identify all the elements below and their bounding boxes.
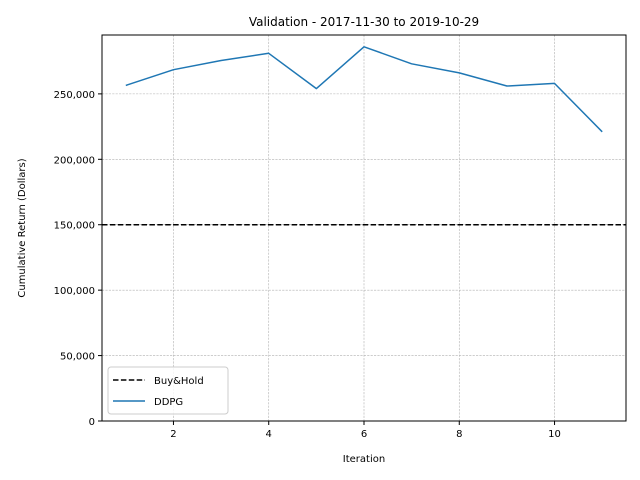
- y-tick-label: 50,000: [60, 352, 95, 363]
- chart-title: Validation - 2017-11-30 to 2019-10-29: [249, 15, 479, 29]
- y-tick-label: 0: [89, 417, 95, 428]
- x-tick-label: 8: [456, 429, 462, 440]
- y-tick-label: 200,000: [54, 155, 95, 166]
- x-tick-label: 6: [361, 429, 367, 440]
- y-tick-label: 100,000: [54, 286, 95, 297]
- x-tick-label: 4: [266, 429, 272, 440]
- y-axis-ticks: 0 50,000 100,000 150,000 200,000 250,000: [54, 90, 102, 428]
- y-tick-label: 250,000: [54, 90, 95, 101]
- legend-box: [107, 366, 229, 415]
- legend: Buy&Hold DDPG: [107, 366, 229, 415]
- x-tick-label: 10: [548, 429, 561, 440]
- x-tick-label: 2: [170, 429, 176, 440]
- y-axis-label: Cumulative Return (Dollars): [17, 158, 28, 297]
- legend-buyhold-label: Buy&Hold: [154, 376, 204, 387]
- x-axis-ticks: 2 4 6 8 10: [170, 421, 561, 440]
- series-layer: [125, 46, 603, 133]
- legend-ddpg-label: DDPG: [154, 397, 183, 408]
- y-tick-label: 150,000: [54, 221, 95, 232]
- x-axis-label: Iteration: [343, 454, 385, 465]
- series-line-ddpg: [125, 46, 603, 133]
